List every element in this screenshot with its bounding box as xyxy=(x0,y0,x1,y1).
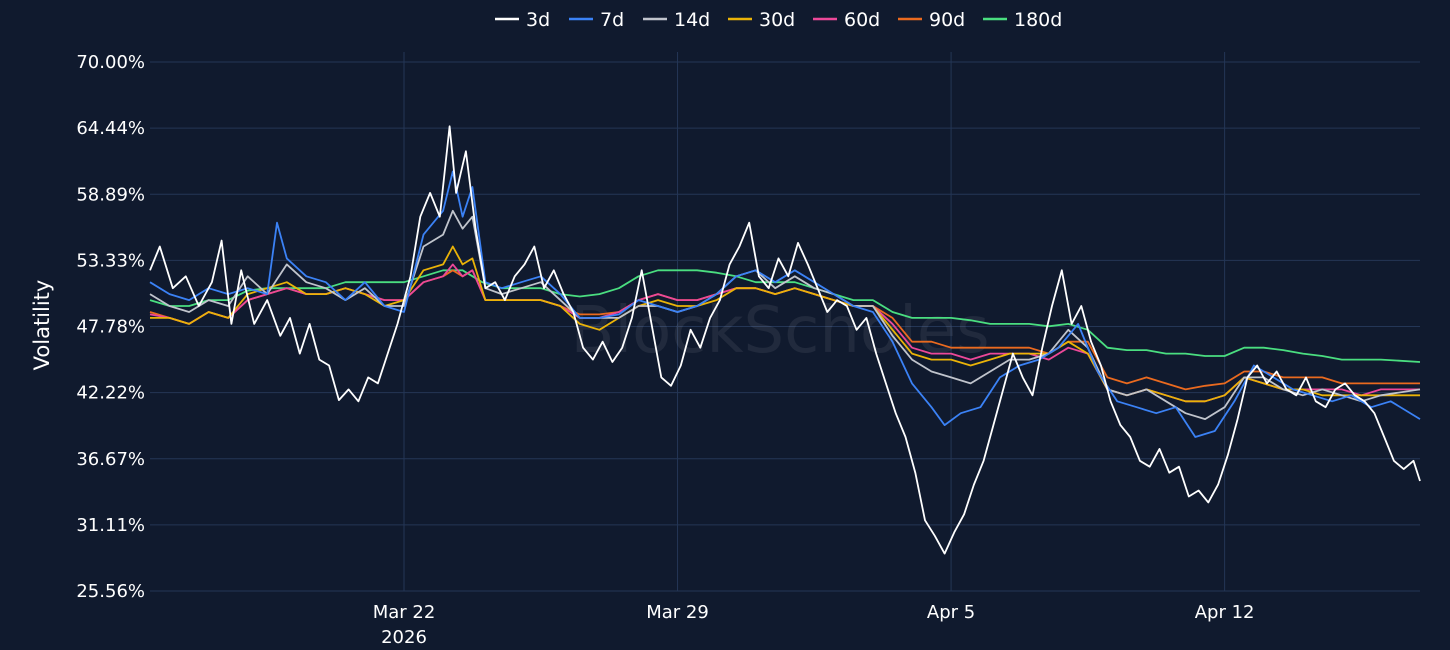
y-tick-label: 31.11% xyxy=(76,515,145,536)
legend-item-90d[interactable]: 90d xyxy=(898,9,965,31)
y-tick-label: 64.44% xyxy=(76,118,145,139)
legend-item-30d[interactable]: 30d xyxy=(728,9,795,31)
y-tick-label: 70.00% xyxy=(76,52,145,73)
y-axis-title: Volatility xyxy=(30,280,54,371)
x-axis: Mar 22 2026 Mar 29 Apr 5 Apr 12 xyxy=(373,602,1255,648)
y-tick-label: 42.22% xyxy=(76,383,145,404)
legend-label: 60d xyxy=(844,9,880,31)
plot-area xyxy=(149,125,1421,555)
x-tick-label: Apr 5 xyxy=(927,602,975,623)
series-line-3d xyxy=(149,125,1421,555)
legend-label: 3d xyxy=(526,9,550,31)
y-tick-label: 47.78% xyxy=(76,317,145,338)
legend-label: 7d xyxy=(600,9,624,31)
y-axis: 70.00% 64.44% 58.89% 53.33% 47.78% 42.22% 36.6… xyxy=(76,52,145,602)
series-line-7d xyxy=(149,170,1421,438)
y-tick-label: 58.89% xyxy=(76,184,145,205)
watermark: BlockScholes xyxy=(570,294,989,368)
legend-item-180d[interactable]: 180d xyxy=(983,9,1062,31)
y-tick-label: 53.33% xyxy=(76,250,145,271)
legend-label: 14d xyxy=(674,9,710,31)
x-tick-label: Apr 12 xyxy=(1195,602,1255,623)
legend-item-60d[interactable]: 60d xyxy=(813,9,880,31)
legend-item-14d[interactable]: 14d xyxy=(643,9,710,31)
x-tick-sublabel: 2026 xyxy=(381,627,427,648)
y-tick-label: 36.67% xyxy=(76,449,145,470)
legend-label: 180d xyxy=(1014,9,1062,31)
series-line-30d xyxy=(150,245,1420,403)
y-tick-label: 25.56% xyxy=(76,581,145,602)
x-tick-label: Mar 22 xyxy=(373,602,436,623)
x-tick-label: Mar 29 xyxy=(646,602,709,623)
legend[interactable]: 3d 7d 14d 30d 60d 90d 180d xyxy=(495,9,1062,31)
legend-label: 90d xyxy=(929,9,965,31)
legend-label: 30d xyxy=(759,9,795,31)
legend-item-7d[interactable]: 7d xyxy=(569,9,624,31)
legend-item-3d[interactable]: 3d xyxy=(495,9,550,31)
